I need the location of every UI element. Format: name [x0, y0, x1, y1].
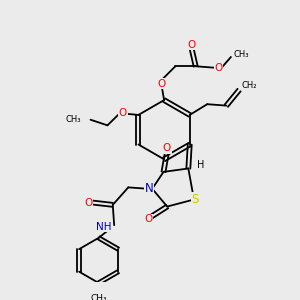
Text: O: O	[157, 79, 165, 89]
Text: H: H	[197, 160, 205, 170]
Text: O: O	[163, 143, 171, 154]
Text: O: O	[119, 109, 127, 118]
Text: S: S	[192, 193, 199, 206]
Text: CH₃: CH₃	[234, 50, 249, 59]
Text: NH: NH	[96, 222, 111, 232]
Text: CH₂: CH₂	[242, 80, 257, 89]
Text: O: O	[85, 198, 93, 208]
Text: N: N	[145, 182, 153, 195]
Text: O: O	[144, 214, 152, 224]
Text: O: O	[214, 63, 222, 73]
Text: CH₃: CH₃	[66, 115, 82, 124]
Text: CH₃: CH₃	[90, 294, 107, 300]
Text: O: O	[187, 40, 196, 50]
